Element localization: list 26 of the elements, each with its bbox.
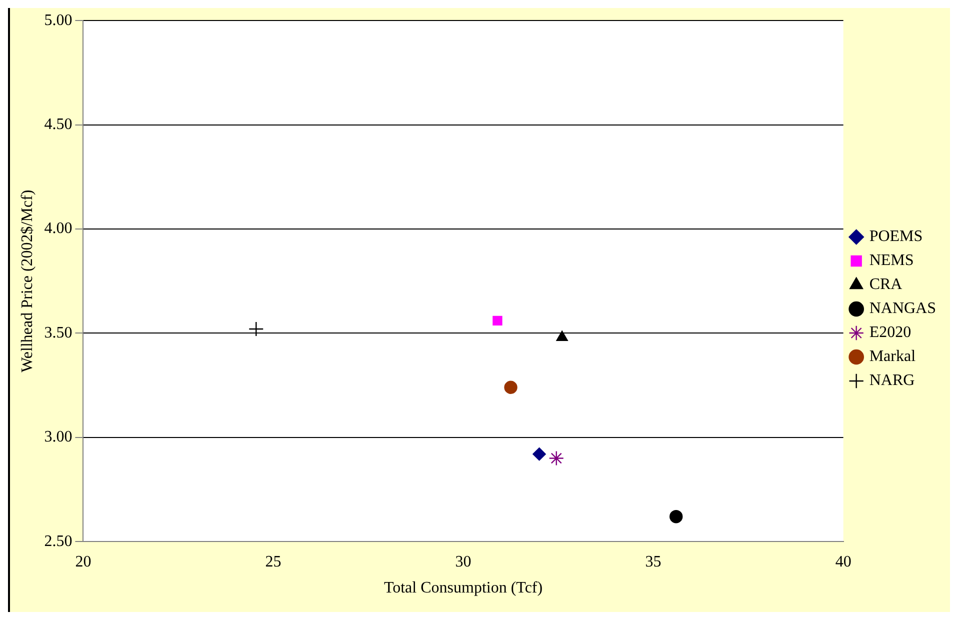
legend-label: NEMS (869, 252, 914, 270)
y-tick-label: 4.50 (44, 116, 72, 134)
y-tick-label: 5.00 (44, 12, 72, 29)
x-axis-title: Total Consumption (Tcf) (384, 580, 543, 597)
y-tick-label: 4.00 (44, 220, 72, 238)
legend-label: CRA (869, 276, 903, 294)
point (248, 321, 264, 337)
legend-label: POEMS (869, 228, 923, 246)
point (670, 510, 683, 524)
point (492, 316, 502, 326)
x-tick-label: 20 (75, 553, 92, 570)
x-tick-label: 25 (265, 553, 282, 570)
x-tick-label: 35 (645, 553, 662, 570)
legend-label: E2020 (869, 324, 912, 342)
legend-label: NARG (869, 372, 916, 390)
y-tick-label: 3.50 (44, 324, 72, 342)
y-axis-title: Wellhead Price (2002$/Mcf) (18, 190, 36, 372)
legend-label: Markal (869, 348, 916, 366)
legend-label: NANGAS (869, 300, 936, 318)
point (504, 380, 518, 394)
x-tick-label: 30 (455, 553, 472, 570)
x-tick-label: 40 (835, 553, 852, 570)
point (548, 450, 564, 466)
y-tick-label: 3.00 (44, 428, 72, 446)
y-tick-label: 2.50 (44, 532, 72, 550)
point (532, 447, 546, 461)
